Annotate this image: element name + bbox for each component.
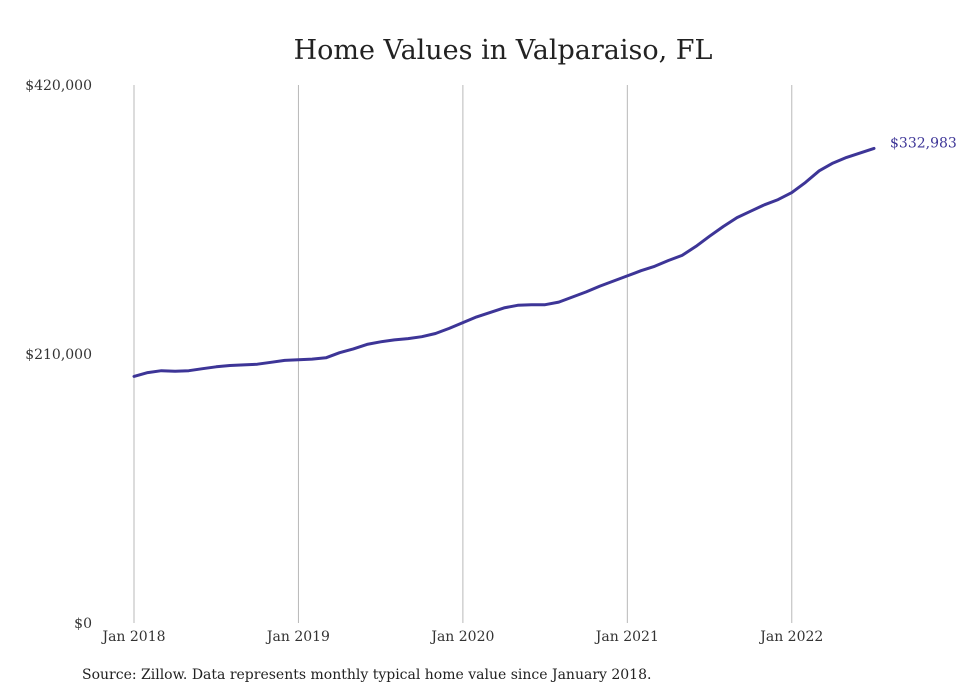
data-point (420, 335, 423, 338)
data-point (270, 361, 273, 364)
y-tick-label: $0 (74, 616, 92, 632)
data-point (612, 280, 615, 283)
data-point (544, 303, 547, 306)
data-point (475, 316, 478, 319)
data-point (722, 225, 725, 228)
data-point (146, 371, 149, 374)
y-axis: $420,000 $210,000 $0 (25, 78, 92, 632)
data-point (379, 340, 382, 343)
data-point (256, 363, 259, 366)
source-note: Source: Zillow. Data represents monthly … (82, 667, 652, 683)
data-point (133, 375, 136, 378)
data-point (215, 365, 218, 368)
data-point (571, 296, 574, 299)
chart-title: Home Values in Valparaiso, FL (294, 35, 713, 66)
data-point (434, 332, 437, 335)
data-point (366, 343, 369, 346)
data-point (283, 359, 286, 362)
y-tick-label: $420,000 (25, 78, 92, 94)
series-line (132, 146, 876, 378)
data-point (297, 358, 300, 361)
data-point (667, 259, 670, 262)
x-axis: Jan 2018 Jan 2019 Jan 2020 Jan 2021 Jan 2022 (100, 629, 823, 645)
data-point (763, 203, 766, 206)
data-point (311, 358, 314, 361)
data-point (640, 269, 643, 272)
data-point (187, 369, 190, 372)
x-tick-label: Jan 2020 (429, 629, 494, 645)
data-point (516, 304, 519, 307)
end-value-label: $332,983 (890, 135, 957, 151)
data-point (407, 337, 410, 340)
x-tick-label: Jan 2021 (594, 629, 659, 645)
x-tick-label: Jan 2022 (758, 629, 823, 645)
data-point (777, 198, 780, 201)
data-point (229, 364, 232, 367)
data-point (352, 348, 355, 351)
data-point (790, 191, 793, 194)
data-point (201, 367, 204, 370)
data-point (530, 303, 533, 306)
series-layer: $332,983 (132, 135, 957, 378)
x-tick-label: Jan 2018 (100, 629, 165, 645)
data-point (174, 370, 177, 373)
data-point (818, 169, 821, 172)
data-point (626, 275, 629, 278)
x-tick-label: Jan 2019 (265, 629, 330, 645)
data-point (599, 285, 602, 288)
data-point (462, 321, 465, 324)
data-point (242, 364, 245, 367)
data-point (749, 210, 752, 213)
data-point (681, 254, 684, 257)
data-point (448, 327, 451, 330)
data-point (832, 162, 835, 165)
data-point (393, 339, 396, 342)
data-point (489, 311, 492, 314)
data-point (653, 265, 656, 268)
data-point (873, 147, 876, 150)
data-point (845, 156, 848, 159)
data-point (585, 291, 588, 294)
data-point (325, 356, 328, 359)
grid-lines (133, 85, 793, 623)
data-point (859, 152, 862, 155)
data-point (503, 307, 506, 310)
data-point (160, 369, 163, 372)
y-tick-label: $210,000 (25, 347, 92, 363)
data-point (695, 245, 698, 248)
data-point (557, 301, 560, 304)
data-point (338, 351, 341, 354)
data-point (708, 235, 711, 238)
data-point (804, 181, 807, 184)
data-point (736, 216, 739, 219)
